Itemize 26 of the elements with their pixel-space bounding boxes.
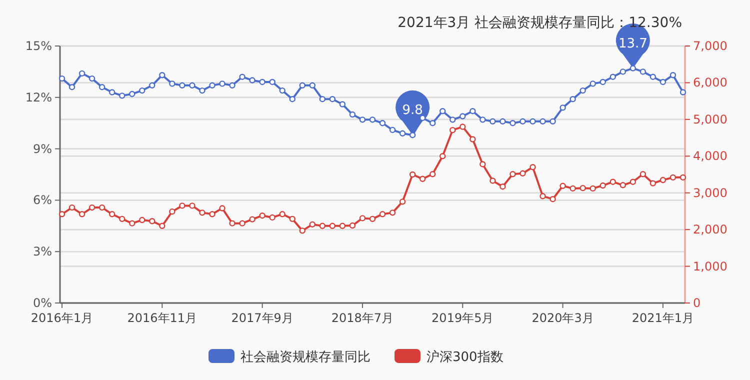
x-tick-label: 2018年7月: [331, 311, 394, 325]
annotation: 13.7: [618, 36, 648, 52]
y2-tick-label: 1,000: [693, 259, 728, 274]
legend-label: 社会融资规模存量同比: [240, 350, 370, 365]
y2-tick-label: 0: [693, 296, 701, 310]
y2-tick-label: 7,000: [693, 39, 728, 53]
x-tick-label: 2019年5月: [432, 311, 494, 325]
y2-tick-label: 5,000: [693, 112, 728, 126]
annotation-pin: 9.8: [396, 90, 430, 136]
y2-tick-label: 4,000: [693, 149, 728, 164]
x-tick-label: 2021年1月: [632, 311, 694, 325]
y-tick-label: 6%: [32, 193, 52, 208]
y2-tick-label: 3,000: [693, 186, 728, 200]
y-tick-label: 3%: [32, 244, 52, 259]
legend-label: 沪深300指数: [426, 349, 504, 365]
y2-tick-label: 6,000: [693, 76, 728, 90]
x-tick-label: 2016年11月: [127, 311, 198, 325]
annotation: 9.8: [402, 103, 423, 118]
x-tick-label: 2017年9月: [231, 311, 294, 325]
y-tick-label: 0%: [32, 296, 52, 310]
y-tick-label: 12%: [25, 90, 52, 104]
y-tick-label: 15%: [25, 39, 52, 53]
x-tick-label: 2016年1月: [30, 311, 94, 325]
x-tick-label: 2020年3月: [532, 311, 594, 325]
y-tick-label: 9%: [32, 142, 52, 156]
y2-tick-label: 2,000: [693, 222, 728, 237]
